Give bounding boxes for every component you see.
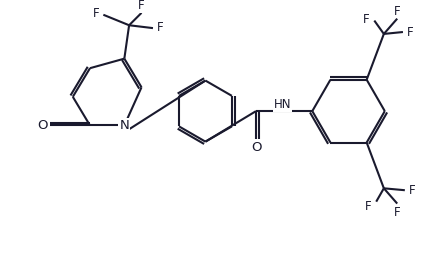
Text: F: F — [138, 0, 145, 12]
Text: O: O — [37, 119, 48, 132]
Text: F: F — [407, 26, 414, 39]
Text: F: F — [363, 13, 370, 26]
Text: F: F — [409, 184, 416, 197]
Text: HN: HN — [274, 98, 291, 111]
Text: F: F — [92, 7, 99, 20]
Text: N: N — [119, 119, 129, 132]
Text: F: F — [157, 21, 164, 34]
Text: F: F — [394, 206, 401, 219]
Text: O: O — [251, 141, 261, 154]
Text: F: F — [394, 4, 401, 18]
Text: F: F — [365, 200, 372, 213]
